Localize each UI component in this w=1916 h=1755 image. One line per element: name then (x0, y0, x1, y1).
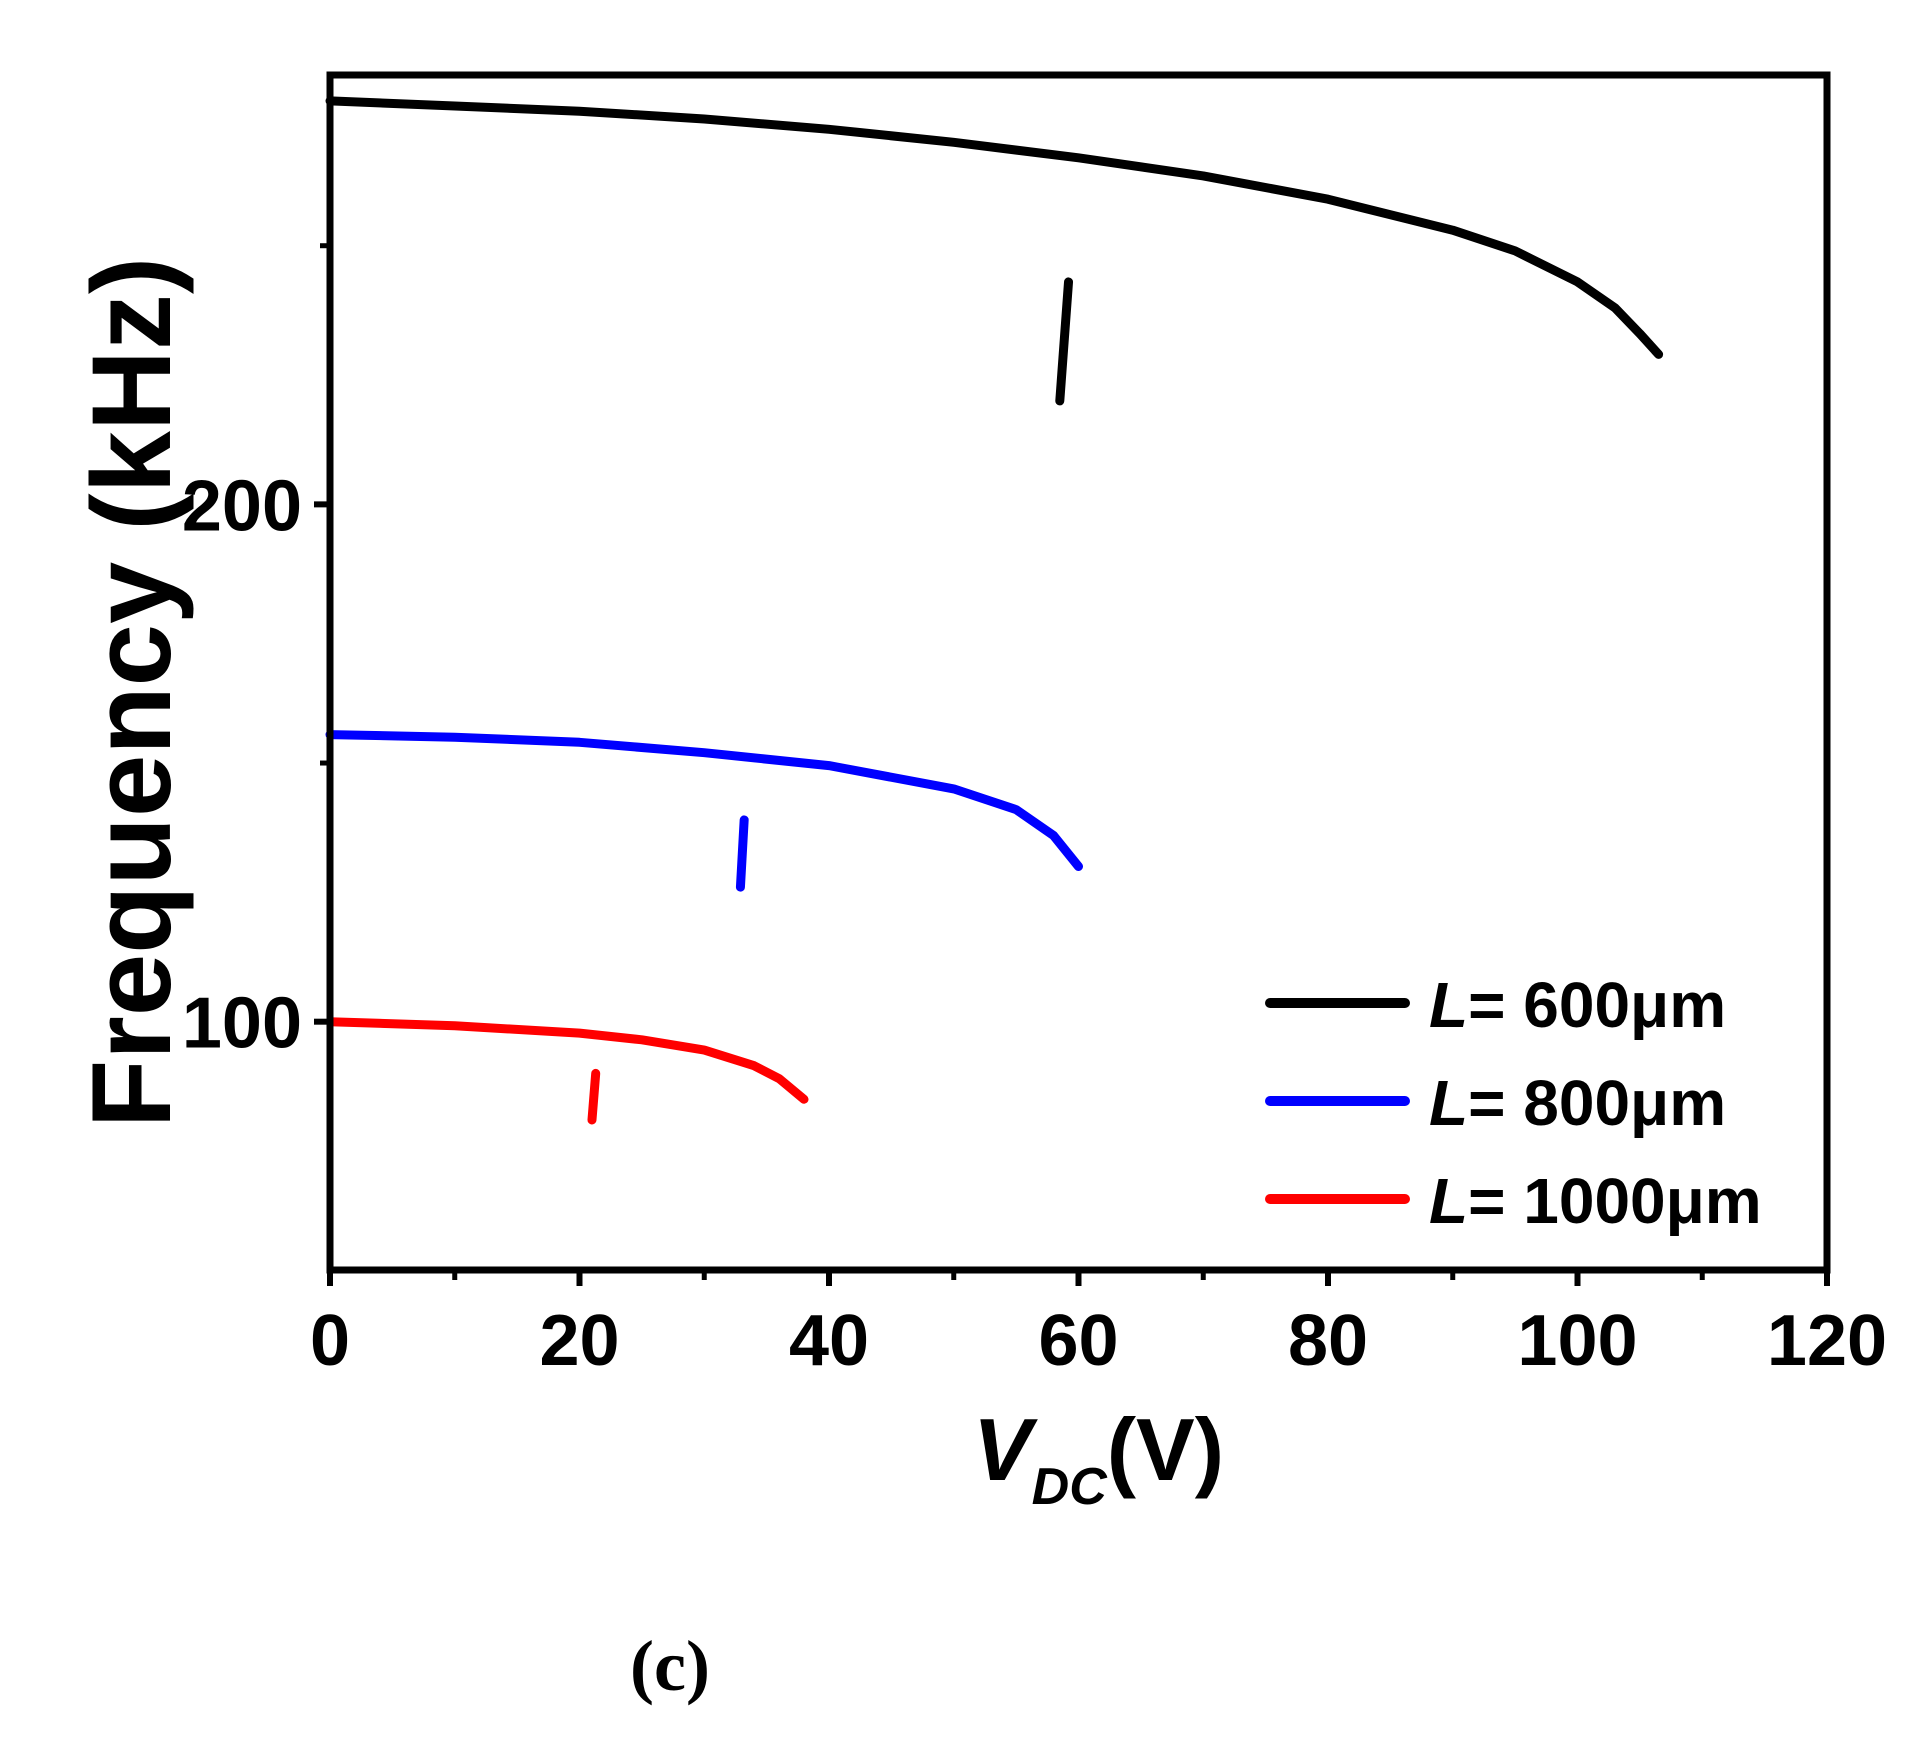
series-line-3 (325, 1017, 809, 1104)
legend-label-italic: L (1429, 969, 1468, 1041)
y-tick-label: 200 (182, 466, 302, 546)
series-layer (325, 96, 1664, 1125)
legend-label-italic: L (1429, 1165, 1468, 1237)
series-jump-mark-3 (587, 1068, 601, 1125)
y-axis-title: Frequency (kHz) (69, 257, 194, 1128)
x-axis-title-main: V (973, 1400, 1038, 1499)
x-tick-label: 60 (1038, 1301, 1118, 1381)
x-axis-title-subscript: DC (1032, 1458, 1109, 1516)
x-tick-label: 120 (1767, 1301, 1887, 1381)
x-tick-label: 20 (539, 1301, 619, 1381)
x-tick-label: 80 (1288, 1301, 1368, 1381)
series-jump-mark-2 (735, 815, 749, 892)
x-tick-label: 100 (1517, 1301, 1637, 1381)
legend-label-rest: = 1000μm (1468, 1165, 1762, 1237)
y-tick-label: 100 (182, 984, 302, 1064)
figure-caption: (c) (630, 1626, 710, 1706)
x-axis-title: VDC(V) (973, 1400, 1224, 1516)
legend-label-rest: = 600μm (1468, 969, 1726, 1041)
legend-label-1: L= 600μm (1429, 969, 1726, 1041)
legend-label-rest: = 800μm (1468, 1067, 1726, 1139)
tick-layer: 0 20 40 60 80 100 120 100 200 (182, 243, 1887, 1381)
legend-label-italic: L (1429, 1067, 1468, 1139)
series-jump-mark-1 (1055, 277, 1074, 406)
series-line-1 (325, 96, 1664, 359)
legend-label-2: L= 800μm (1429, 1067, 1726, 1139)
x-tick-label: 40 (789, 1301, 869, 1381)
x-axis-title-unit: (V) (1107, 1400, 1224, 1499)
legend-label-3: L= 1000μm (1429, 1165, 1762, 1237)
x-tick-label: 0 (310, 1301, 350, 1381)
series-line-2 (325, 730, 1083, 871)
